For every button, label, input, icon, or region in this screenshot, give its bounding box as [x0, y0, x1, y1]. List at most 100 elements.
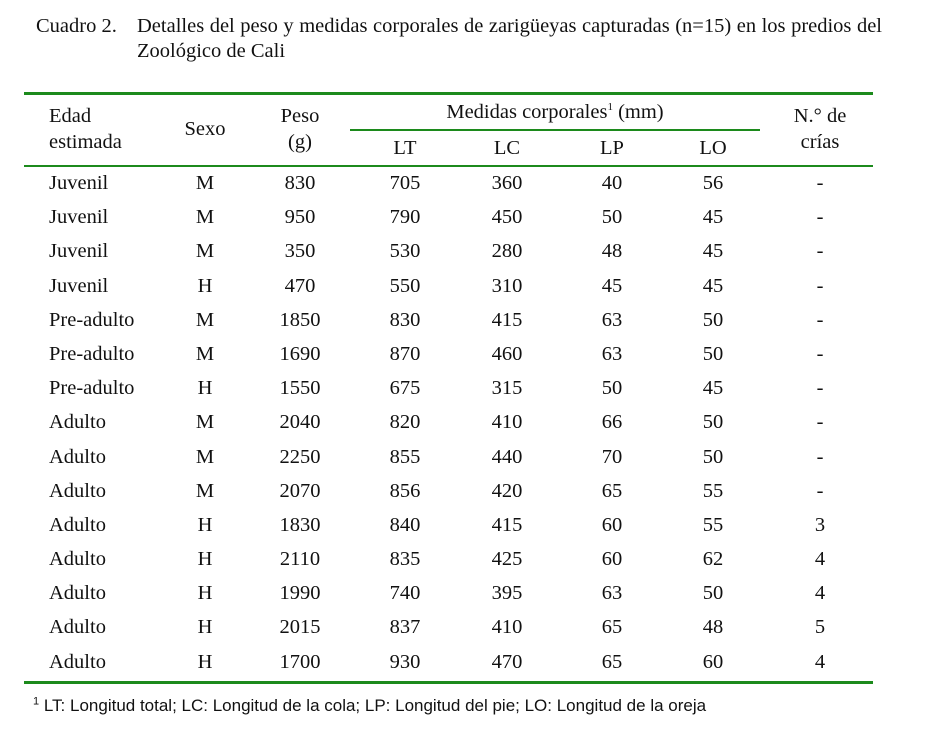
cell-lt: 675	[389, 377, 421, 400]
cell-crias: 4	[814, 650, 826, 673]
cell-lo: 62	[702, 548, 724, 571]
cell-lc: 460	[491, 342, 523, 365]
cell-peso: 1550	[279, 377, 321, 400]
cell-peso: 470	[284, 274, 316, 297]
cell-sexo: H	[197, 650, 213, 673]
cell-peso: 2110	[279, 548, 321, 571]
cell-lt: 790	[389, 206, 421, 229]
cell-lo: 60	[702, 650, 724, 673]
cell-sexo: H	[197, 582, 213, 605]
table-row: Juvenil H 470 550 310 45 45 -	[0, 270, 929, 304]
cell-lt: 930	[389, 650, 421, 673]
header-lt: LT	[393, 137, 417, 159]
cell-peso: 1690	[279, 342, 321, 365]
cell-lc: 415	[491, 308, 523, 331]
caption-label: Cuadro 2.	[36, 15, 117, 37]
cell-lp: 65	[601, 616, 623, 639]
cell-edad: Juvenil	[49, 206, 109, 229]
cell-lc: 415	[491, 513, 523, 536]
cell-peso: 1830	[279, 513, 321, 536]
table-row: Adulto M 2250 855 440 70 50 -	[0, 441, 929, 475]
cell-peso: 1850	[279, 308, 321, 331]
cell-peso: 2250	[279, 445, 321, 468]
cell-lc: 395	[491, 582, 523, 605]
header-lc: LC	[493, 137, 521, 159]
cell-lo: 50	[702, 582, 724, 605]
cell-lc: 440	[491, 445, 523, 468]
cell-lo: 50	[702, 342, 724, 365]
table-row: Pre-adulto M 1850 830 415 63 50 -	[0, 304, 929, 338]
header-medidas-label: Medidas corporales	[446, 101, 608, 123]
cell-edad: Pre-adulto	[49, 308, 135, 331]
cell-peso: 830	[284, 172, 316, 194]
table-row: Pre-adulto H 1550 675 315 50 45 -	[0, 372, 929, 406]
cell-lc: 410	[491, 411, 523, 434]
header-crias-line1: N.° de	[793, 105, 847, 127]
cell-edad: Juvenil	[49, 172, 109, 194]
table-row: Adulto H 2015 837 410 65 48 5	[0, 611, 929, 645]
cell-edad: Adulto	[49, 445, 106, 468]
cell-crias: -	[816, 377, 824, 400]
cell-crias: 5	[814, 616, 826, 639]
cell-lc: 310	[491, 274, 523, 297]
cell-edad: Adulto	[49, 548, 106, 571]
cell-peso: 2040	[279, 411, 321, 434]
table-row: Adulto H 1830 840 415 60 55 3	[0, 509, 929, 543]
table-row: Pre-adulto M 1690 870 460 63 50 -	[0, 338, 929, 372]
cell-edad: Adulto	[49, 513, 106, 536]
header-sexo: Sexo	[184, 118, 226, 140]
cell-edad: Adulto	[49, 616, 106, 639]
cell-lo: 45	[702, 240, 724, 263]
cell-peso: 2015	[279, 616, 321, 639]
table-row: Adulto M 2040 820 410 66 50 -	[0, 406, 929, 440]
cell-sexo: M	[195, 206, 215, 229]
table-row: Adulto H 1700 930 470 65 60 4	[0, 646, 929, 680]
cell-sexo: M	[195, 342, 215, 365]
header-crias-line2: crías	[800, 131, 840, 153]
cell-sexo: M	[195, 308, 215, 331]
cell-crias: -	[816, 445, 824, 468]
cell-lt: 830	[389, 308, 421, 331]
cell-lc: 280	[491, 240, 523, 263]
cell-lc: 470	[491, 650, 523, 673]
cell-lc: 410	[491, 616, 523, 639]
header-medidas-footnote-marker: 1	[607, 101, 613, 114]
table-caption: Cuadro 2. Detalles del peso y medidas co…	[36, 14, 882, 64]
cell-sexo: M	[195, 445, 215, 468]
cell-lp: 48	[601, 240, 623, 263]
cell-crias: 4	[814, 548, 826, 571]
table-body: Juvenil M 830 705 360 40 56- Juvenil M 950 790 450 5…	[0, 167, 929, 680]
cell-lp: 70	[601, 445, 623, 468]
table-footnote: 1 LT: Longitud total; LC: Longitud de la…	[33, 694, 706, 718]
cell-lp: 60	[601, 513, 623, 536]
cell-lt: 705	[389, 172, 421, 194]
cell-lt: 837	[389, 616, 421, 639]
cell-lt: 550	[389, 274, 421, 297]
cell-lp: 65	[601, 650, 623, 673]
cell-lo: 55	[702, 479, 724, 502]
cell-lc: 315	[491, 377, 523, 400]
table-row: Adulto H 2110 835 425 60 62 4	[0, 543, 929, 577]
cell-edad: Adulto	[49, 582, 106, 605]
cell-lo: 56	[702, 172, 724, 194]
cell-lt: 856	[389, 479, 421, 502]
cell-crias: -	[816, 411, 824, 434]
cell-sexo: M	[195, 479, 215, 502]
header-medidas: Medidas corporales1 (mm)	[350, 100, 760, 125]
cell-lp: 60	[601, 548, 623, 571]
cell-lp: 50	[601, 377, 623, 400]
cell-sexo: H	[197, 513, 213, 536]
cell-crias: -	[816, 274, 824, 297]
cell-crias: 4	[814, 582, 826, 605]
cell-lp: 65	[601, 479, 623, 502]
table-row: Juvenil M 830 705 360 40 56 -	[0, 167, 929, 201]
cell-lt: 835	[389, 548, 421, 571]
cell-lp: 40	[601, 172, 623, 194]
cell-edad: Pre-adulto	[49, 377, 135, 400]
caption-text: Detalles del peso y medidas corporales d…	[137, 15, 882, 62]
cell-lc: 360	[491, 172, 523, 194]
cell-sexo: H	[197, 616, 213, 639]
cell-lp: 45	[601, 274, 623, 297]
cell-lc: 450	[491, 206, 523, 229]
header-peso-line1: Peso	[280, 105, 320, 127]
